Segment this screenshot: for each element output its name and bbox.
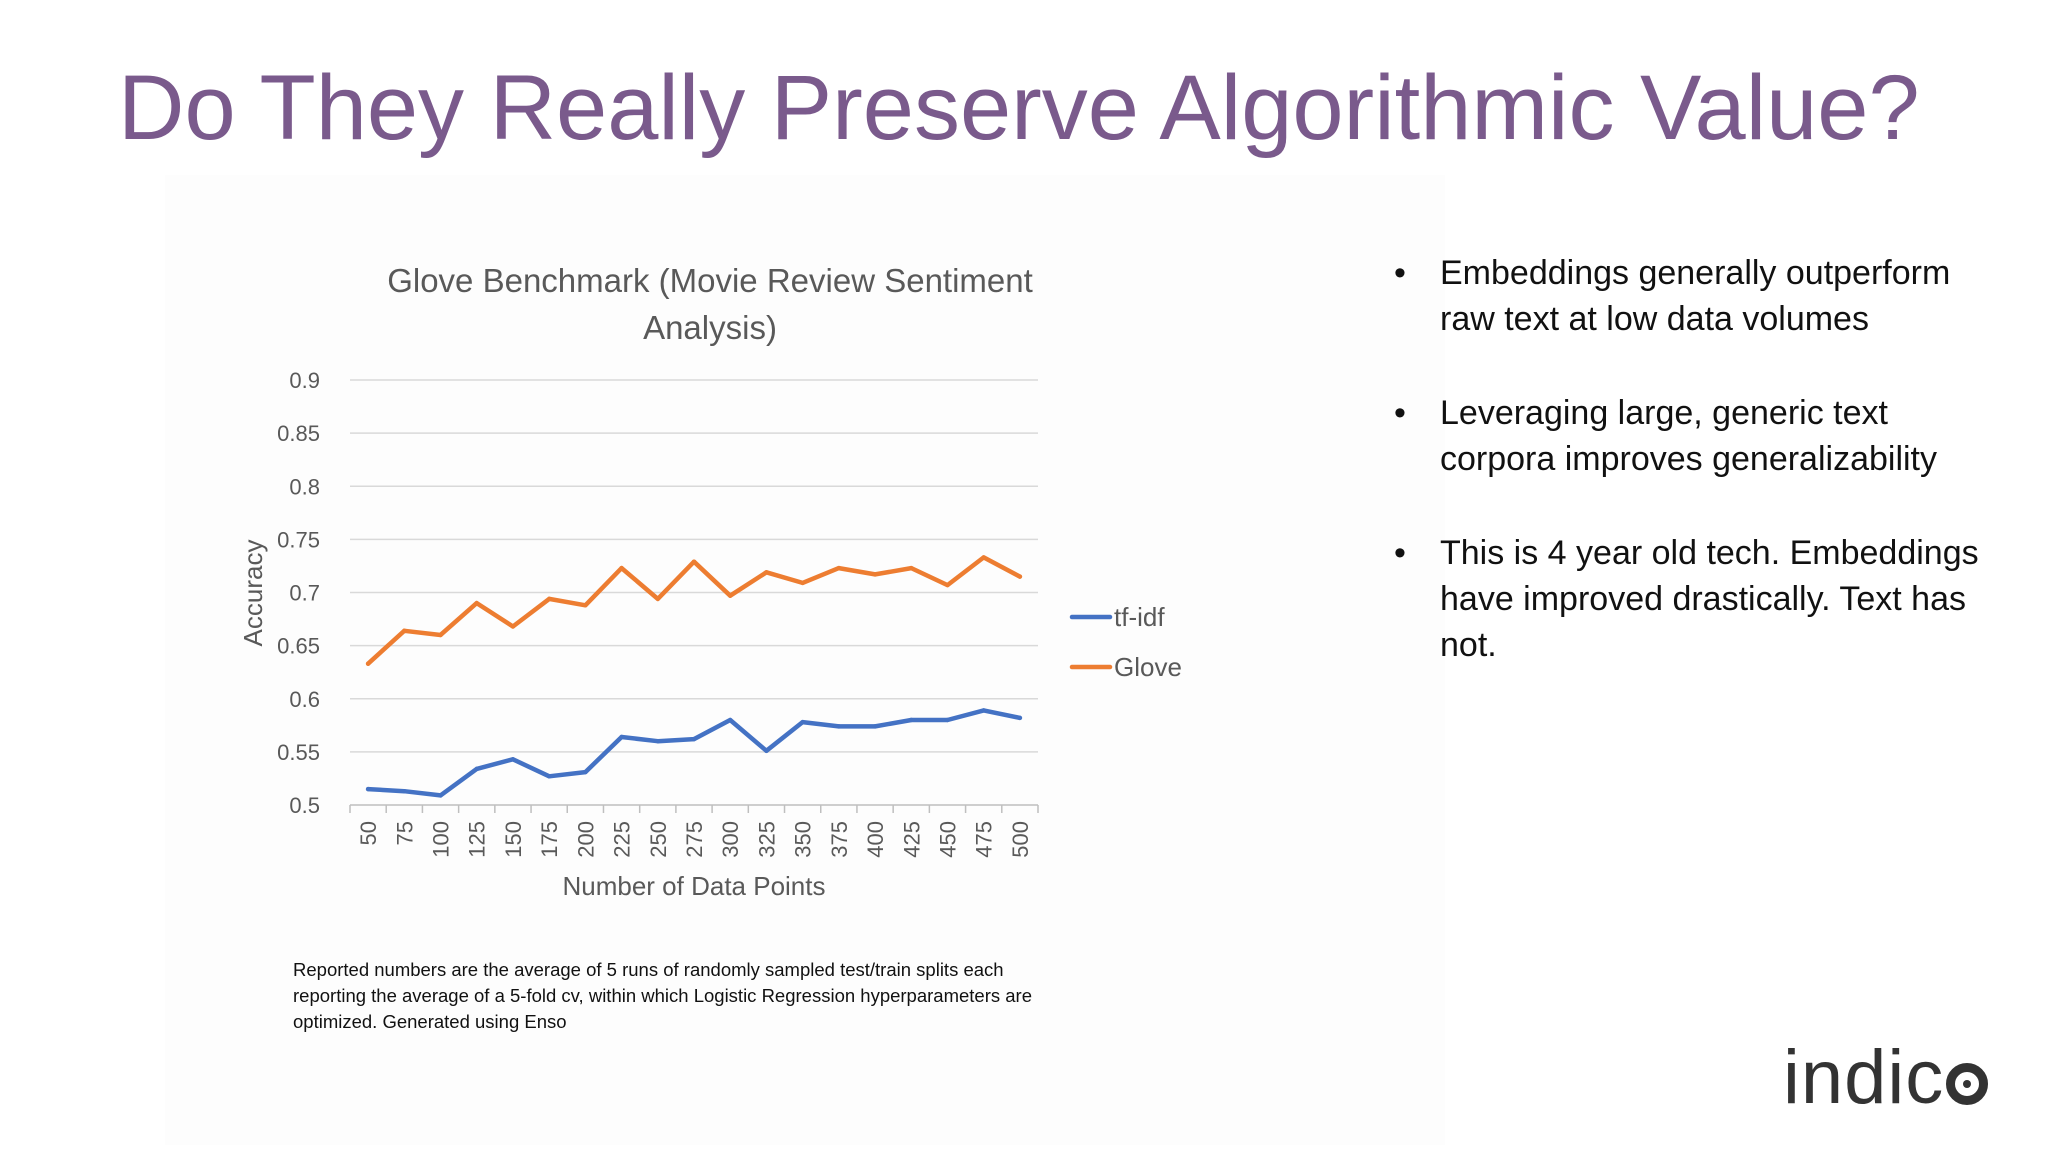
data-point [800, 719, 805, 725]
data-point [619, 565, 624, 571]
indico-logo: indic [1783, 1040, 1989, 1116]
data-point [365, 786, 371, 792]
data-point [909, 717, 914, 723]
data-point [981, 708, 986, 713]
bullet-text: Leveraging large, generic text corpora i… [1440, 394, 1938, 478]
chart-footnote: Reported numbers are the average of 5 ru… [293, 959, 1033, 1032]
data-point [619, 734, 624, 740]
x-tick-label: 300 [718, 821, 743, 858]
y-tick-label: 0.5 [289, 793, 320, 818]
data-point [872, 724, 878, 729]
data-point [764, 570, 769, 575]
chart-title-line: Glove Benchmark (Movie Review Sentiment [387, 262, 1033, 299]
data-point [1017, 574, 1023, 579]
logo-o-icon [1946, 1063, 1989, 1105]
data-point [438, 632, 443, 638]
x-tick-label: 475 [972, 821, 997, 858]
bullet-icon: • [1394, 534, 1406, 572]
data-point [655, 739, 660, 744]
x-tick-label: 75 [392, 821, 417, 845]
line-chart: Glove Benchmark (Movie Review Sentiment A… [238, 262, 1182, 901]
data-point [836, 565, 842, 571]
chart-series [365, 555, 1023, 798]
y-tick-label: 0.8 [289, 474, 320, 499]
y-axis-ticks: 0.5 0.55 0.6 0.65 0.7 0.75 0.8 0.85 0.9 [277, 368, 320, 818]
x-tick-label: 250 [646, 821, 671, 858]
x-tick-label: 375 [827, 821, 852, 858]
bullet-text: This is 4 year old tech. Embeddings have… [1440, 534, 1979, 664]
data-point [583, 603, 588, 608]
x-axis-label: Number of Data Points [562, 871, 825, 901]
chart-title-line: Analysis) [643, 309, 777, 346]
data-point [945, 582, 950, 588]
bullet-item: • Embeddings generally outperform raw te… [1385, 250, 1985, 342]
data-point [510, 624, 516, 629]
bullet-list: • Embeddings generally outperform raw te… [1385, 250, 1985, 716]
x-tick-label: 425 [899, 821, 924, 858]
data-point [691, 736, 697, 742]
bullet-icon: • [1394, 394, 1406, 432]
x-tick-label: 500 [1008, 821, 1033, 858]
x-tick-label: 225 [610, 821, 635, 858]
data-point [402, 628, 407, 633]
data-point [764, 748, 769, 754]
legend-label: Glove [1114, 652, 1182, 682]
chart-panel [165, 175, 1445, 1145]
x-axis-ticks: 50 75 100 125 150 175 200 225 250 275 300 325 350 375… [356, 821, 1033, 858]
data-point [800, 580, 805, 586]
x-tick-label: 100 [429, 821, 454, 858]
data-point [546, 596, 552, 602]
slide-title: Do They Really Preserve Algorithmic Valu… [118, 57, 1920, 159]
data-point [474, 766, 479, 772]
data-point [728, 717, 733, 723]
x-tick-label: 275 [682, 821, 707, 858]
x-tick-label: 125 [465, 821, 490, 858]
data-point [546, 774, 552, 779]
x-tick-label: 175 [537, 821, 562, 858]
series-line-glove [365, 555, 1023, 666]
bullet-item: • This is 4 year old tech. Embeddings ha… [1385, 530, 1985, 668]
y-tick-label: 0.85 [277, 421, 320, 446]
x-tick-label: 350 [791, 821, 816, 858]
x-tick-label: 150 [501, 821, 526, 858]
x-axis [349, 804, 1039, 813]
chart-gridlines [350, 379, 1038, 753]
data-point [728, 593, 733, 598]
y-tick-label: 0.6 [289, 687, 320, 712]
chart-legend: tf-idf Glove [1069, 602, 1182, 682]
data-point [691, 559, 697, 564]
data-point [402, 788, 407, 794]
data-point [583, 769, 588, 775]
data-point [474, 600, 479, 606]
y-tick-label: 0.7 [289, 581, 320, 606]
data-point [872, 572, 878, 577]
logo-text: indic [1783, 1035, 1945, 1120]
x-tick-label: 325 [754, 821, 779, 858]
series-line-tf-idf [365, 708, 1023, 798]
chart-title: Glove Benchmark (Movie Review Sentiment A… [387, 262, 1033, 346]
y-tick-label: 0.9 [289, 368, 320, 393]
data-point [909, 565, 914, 571]
bullet-icon: • [1394, 254, 1406, 292]
data-point [1017, 715, 1023, 721]
x-tick-label: 400 [863, 821, 888, 858]
data-point [438, 793, 443, 798]
y-axis-label: Accuracy [238, 540, 268, 647]
bullet-text: Embeddings generally outperform raw text… [1440, 254, 1951, 338]
data-point [981, 555, 986, 560]
legend-label: tf-idf [1114, 602, 1165, 632]
y-tick-label: 0.65 [277, 634, 320, 659]
x-tick-label: 450 [935, 821, 960, 858]
data-point [510, 757, 516, 762]
y-tick-label: 0.55 [277, 740, 320, 765]
data-point [365, 661, 371, 666]
y-tick-label: 0.75 [277, 527, 320, 552]
bullet-item: • Leveraging large, generic text corpora… [1385, 390, 1985, 482]
data-point [945, 717, 950, 723]
data-point [655, 596, 660, 602]
x-tick-label: 200 [573, 821, 598, 858]
x-tick-label: 50 [356, 821, 381, 845]
data-point [836, 724, 842, 729]
